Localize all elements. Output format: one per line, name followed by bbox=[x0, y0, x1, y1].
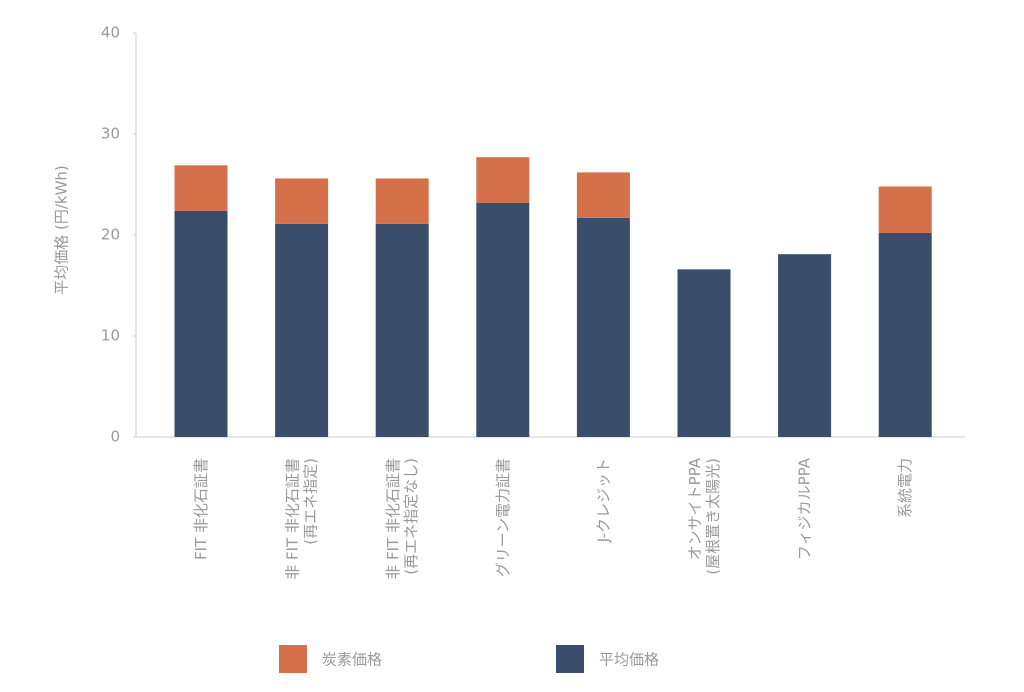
x-tick-label: 非 FIT 非化石証書(再エネ指定なし) bbox=[384, 458, 420, 580]
bar-segment bbox=[576, 172, 630, 218]
bar-segment bbox=[174, 165, 228, 211]
y-tick-label: 40 bbox=[101, 24, 120, 42]
bar-segment bbox=[476, 157, 530, 203]
bar-segment bbox=[677, 269, 731, 437]
bar-segment bbox=[275, 178, 329, 224]
y-tick-label: 10 bbox=[101, 327, 120, 345]
x-tick-label: 系統電力 bbox=[896, 458, 914, 518]
y-axis-label: 平均価格 (円/kWh) bbox=[53, 165, 71, 295]
bar-segment bbox=[375, 223, 429, 437]
x-tick-label: グリーン電力証書 bbox=[493, 458, 511, 577]
bar-segment bbox=[476, 202, 530, 437]
legend-label: 炭素価格 bbox=[322, 651, 382, 669]
bar-segment bbox=[878, 186, 932, 233]
legend-swatch bbox=[279, 645, 307, 673]
bar-segment bbox=[878, 232, 932, 437]
x-tick-label: 非 FIT 非化石証書(再エネ指定) bbox=[283, 458, 319, 580]
bar-segment bbox=[375, 178, 429, 224]
bar-segment bbox=[174, 210, 228, 437]
x-tick-label: オンサイトPPA(屋根置き太陽光) bbox=[686, 457, 722, 574]
y-tick-label: 20 bbox=[101, 226, 120, 244]
bar-segment bbox=[576, 217, 630, 437]
bar-segment bbox=[275, 223, 329, 437]
x-tick-label: J-クレジット bbox=[594, 458, 612, 543]
bar-segment bbox=[778, 254, 832, 437]
y-tick-label: 30 bbox=[101, 125, 120, 143]
y-tick-label: 0 bbox=[110, 428, 120, 446]
x-tick-label: FIT 非化石証書 bbox=[192, 458, 210, 560]
legend-label: 平均価格 bbox=[599, 651, 659, 669]
legend-swatch bbox=[556, 645, 584, 673]
x-tick-label: フィジカルPPA bbox=[795, 457, 813, 560]
